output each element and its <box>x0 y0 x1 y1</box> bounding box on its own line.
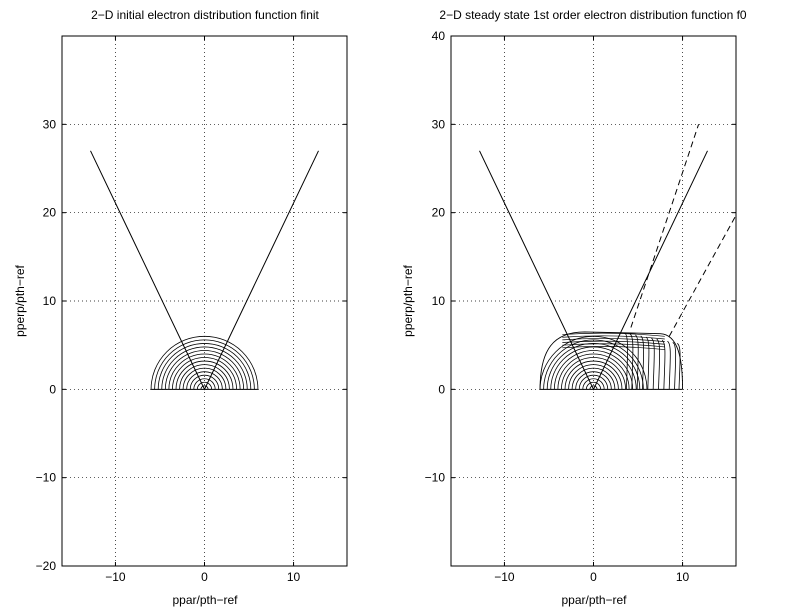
contour-line <box>546 343 641 390</box>
y-tick-label: 0 <box>49 382 56 396</box>
contour-line <box>672 341 677 390</box>
plot-content <box>90 150 319 391</box>
contour-line <box>645 336 650 390</box>
contour-line <box>564 360 623 390</box>
contour-line <box>553 350 634 390</box>
chart-title: 2−D steady state 1st order electron dist… <box>439 8 746 22</box>
contour-line <box>154 339 255 390</box>
contour-line <box>196 381 213 390</box>
contour-line <box>200 385 209 390</box>
y-tick-label: 10 <box>43 294 57 308</box>
contour-line <box>568 364 619 390</box>
y-tick-label: 30 <box>432 117 446 131</box>
x-axis-label: ppar/pth−ref <box>172 593 238 607</box>
contour-line <box>667 340 671 390</box>
dashed-boundary-line <box>630 124 700 328</box>
contour-line <box>157 343 252 390</box>
contour-line <box>186 371 223 390</box>
contour-line <box>629 333 634 390</box>
contour-line <box>624 332 628 390</box>
contour-line <box>562 340 665 345</box>
contour-line <box>193 378 216 390</box>
y-tick-label: −10 <box>36 471 57 485</box>
contour-line <box>182 367 227 390</box>
y-tick-label: 0 <box>438 382 445 396</box>
x-tick-label: 0 <box>590 570 597 584</box>
contour-line <box>562 335 665 340</box>
plot-content <box>479 124 736 391</box>
contour-line <box>578 374 609 390</box>
y-tick-label: 20 <box>432 206 446 220</box>
contour-line <box>164 350 245 390</box>
contour-line <box>575 371 612 390</box>
contour-line <box>168 353 241 390</box>
y-axis-label: pperp/pth−ref <box>13 264 27 336</box>
contour-line <box>562 343 665 348</box>
trapped-passing-boundary <box>479 150 708 391</box>
chart-title: 2−D initial electron distribution functi… <box>91 8 319 22</box>
x-tick-label: 10 <box>287 570 301 584</box>
contour-line <box>189 374 220 390</box>
plot-initial-distribution: 2−D initial electron distribution functi… <box>13 8 348 607</box>
contour-line <box>635 334 639 390</box>
contour-line <box>562 332 665 337</box>
contour-line <box>562 346 665 350</box>
trapped-passing-boundary <box>90 150 319 391</box>
x-tick-label: −10 <box>105 570 126 584</box>
contour-line <box>562 338 665 342</box>
y-axis-label: pperp/pth−ref <box>401 264 415 336</box>
y-tick-label: 30 <box>43 117 57 131</box>
x-axis-label: ppar/pth−ref <box>561 593 627 607</box>
plot-steady-state-distribution: 2−D steady state 1st order electron dist… <box>401 8 747 607</box>
dashed-boundary-line <box>668 215 736 337</box>
y-tick-label: −10 <box>425 471 446 485</box>
contour-line <box>179 364 230 390</box>
contour-line <box>571 367 616 390</box>
contour-line <box>161 346 248 390</box>
contour-line <box>175 360 234 390</box>
y-tick-label: 20 <box>43 206 57 220</box>
y-tick-label: 40 <box>432 29 446 43</box>
contour-line <box>539 331 684 390</box>
x-tick-label: 0 <box>201 570 208 584</box>
x-tick-label: −10 <box>494 570 515 584</box>
contour-line <box>172 357 237 390</box>
contour-line <box>150 335 259 390</box>
contour-line <box>543 339 644 390</box>
contour-line <box>589 385 598 390</box>
y-tick-label: 10 <box>432 294 446 308</box>
contour-line <box>582 378 605 390</box>
contour-line <box>557 353 630 390</box>
contour-line <box>661 339 666 390</box>
contour-line <box>656 338 661 390</box>
contour-line <box>539 335 648 390</box>
y-tick-label: −20 <box>36 559 57 573</box>
contour-line <box>651 337 655 390</box>
contour-line <box>561 357 626 390</box>
contour-line <box>585 381 602 390</box>
x-tick-label: 10 <box>676 570 690 584</box>
